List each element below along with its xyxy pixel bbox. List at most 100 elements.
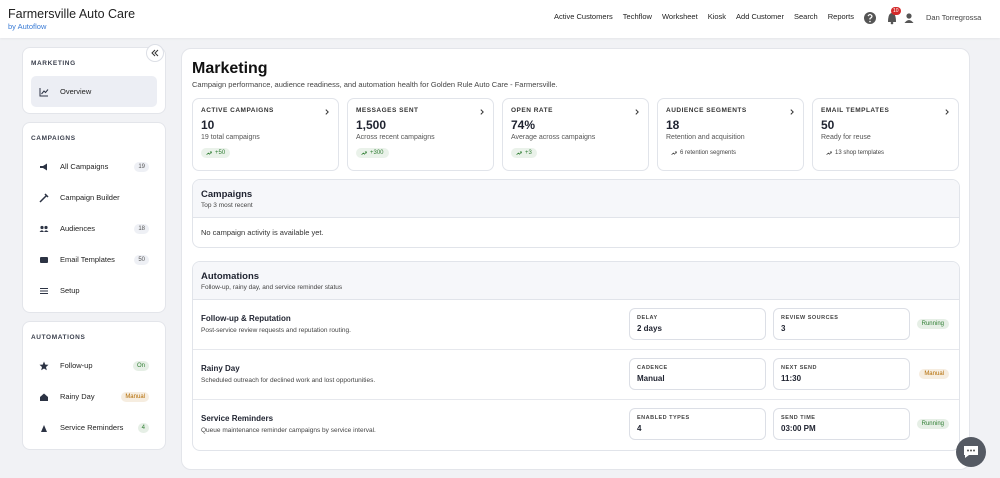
header-icons [864,12,914,25]
sidebar-item[interactable]: Email Templates 50 [31,244,157,275]
panel-title: Automations [201,271,260,282]
panel-header: Automations Follow-up, rainy day, and ser… [193,262,959,300]
stat-card[interactable]: MESSAGES SENT 1,500 Across recent campaign… [347,98,494,171]
section-title: CAMPAIGNS [31,135,76,142]
automation-field: NEXT SEND 11:30 [773,358,910,390]
sidebar-section: AUTOMATIONS Follow-up On Rainy Day Manual Ser… [22,321,166,450]
brand-name: Farmersville Auto Care [8,7,136,21]
nav-link[interactable]: Search [793,12,818,21]
status-chip: Running [916,419,949,429]
sidebar-label: Campaign Builder [60,193,120,202]
automation-name: Service Reminders [201,414,274,423]
icon [39,361,49,370]
panel-header: Campaigns Top 3 most recent [193,180,959,218]
nav-link[interactable]: Active Customers [554,12,613,21]
nav-link[interactable]: Worksheet [661,12,698,21]
panel-title: Campaigns [201,189,253,200]
field-value: 11:30 [781,374,802,383]
automation-name: Rainy Day [201,364,240,373]
sidebar-item[interactable]: Campaign Builder [31,182,157,213]
icon [325,109,329,115]
automation-desc: Queue maintenance reminder campaigns by … [201,427,376,434]
stat-card[interactable]: OPEN RATE 74% Average across campaigns +3 [502,98,649,171]
automation-field: DELAY 2 days [629,308,766,340]
stat-label: OPEN RATE [511,107,553,114]
chip-text: +50 [215,150,226,156]
field-label: CADENCE [637,365,668,371]
field-label: NEXT SEND [781,365,817,371]
icon [826,151,832,156]
sidebar-item[interactable]: Setup [31,275,157,306]
nav-link[interactable]: Techflow [622,12,652,21]
sidebar: MARKETING Overview CAMPAIGNS All Campaigns 1… [22,47,166,458]
icon [635,109,639,115]
automation-desc: Post-service review requests and reputat… [201,327,351,334]
field-label: SEND TIME [781,415,816,421]
automations-panel: Automations Follow-up, rainy day, and ser… [192,261,960,451]
icon [671,151,677,156]
status-chip: Manual [919,369,949,379]
nav-link[interactable]: Reports [827,12,854,21]
brand-subtitle: by Autoflow [8,22,47,31]
icon [39,192,49,203]
automation-desc: Scheduled outreach for declined work and… [201,377,376,384]
sidebar-label: All Campaigns [60,162,109,171]
sidebar-section: MARKETING Overview [22,47,166,114]
automation-field: CADENCE Manual [629,358,766,390]
chip-text: +3 [525,150,532,156]
sidebar-badge: 19 [134,161,149,172]
stat-chip: +50 [201,148,231,158]
sidebar-badge: 4 [137,422,149,433]
sidebar-label: Overview [60,87,92,96]
sidebar-badge: 50 [134,254,149,265]
field-value: 4 [637,424,642,433]
icon [516,151,522,156]
chip-text: 6 retention segments [680,150,737,156]
stat-chip: +3 [511,148,537,158]
sidebar-label: Follow-up [60,361,93,370]
stat-card[interactable]: ACTIVE CAMPAIGNS 10 19 total campaigns +50 [192,98,339,171]
header: Farmersville Auto Care by Autoflow Active … [0,0,1000,38]
nav: Active Customers Techflow Worksheet Kiosk Ad… [554,12,854,21]
automation-row: Rainy Day Scheduled outreach for declined… [193,350,959,400]
sidebar-item[interactable]: Service Reminders 4 [31,412,157,443]
stat-sub: Average across campaigns [511,134,596,141]
stat-card[interactable]: AUDIENCE SEGMENTS 18 Retention and acquisi… [657,98,804,171]
panel-subtitle: Follow-up, rainy day, and service remind… [201,284,343,291]
page-subtitle: Campaign performance, audience readiness… [192,80,558,89]
section-title: MARKETING [31,60,76,67]
stat-value: 18 [666,118,680,132]
user-name[interactable]: Dan Torregrossa [926,13,982,22]
icon [790,109,794,115]
sidebar-item[interactable]: Rainy Day Manual [31,381,157,412]
sidebar-section: CAMPAIGNS All Campaigns 19 Campaign Builder… [22,122,166,313]
stat-sub: Across recent campaigns [356,134,435,141]
field-label: DELAY [637,315,658,321]
chat-button[interactable] [956,437,986,467]
nav-link[interactable]: Add Customer [736,12,784,21]
stat-label: MESSAGES SENT [356,107,419,114]
sidebar-item[interactable]: Audiences 18 [31,213,157,244]
nav-link[interactable]: Kiosk [707,12,727,21]
automation-field: REVIEW SOURCES 3 [773,308,910,340]
notification-count: 10 [891,7,901,15]
icon [40,163,47,170]
field-label: ENABLED TYPES [637,415,690,421]
sidebar-badge: 18 [134,223,149,234]
stat-card[interactable]: EMAIL TEMPLATES 50 Ready for reuse 13 shop … [812,98,959,171]
sidebar-badge: Manual [121,391,149,402]
panel-subtitle: Top 3 most recent [201,202,253,209]
sidebar-label: Email Templates [60,255,115,264]
icon [480,109,484,115]
empty-message: No campaign activity is available yet. [201,228,324,237]
sidebar-item[interactable]: Follow-up On [31,350,157,381]
sidebar-item[interactable]: Overview [31,76,157,107]
stat-label: AUDIENCE SEGMENTS [666,107,747,114]
sidebar-item[interactable]: All Campaigns 19 [31,151,157,182]
collapse-button[interactable] [146,44,164,62]
icon [39,87,49,96]
page-title: Marketing [192,60,268,77]
stat-label: EMAIL TEMPLATES [821,107,890,114]
field-value: 2 days [637,324,662,333]
